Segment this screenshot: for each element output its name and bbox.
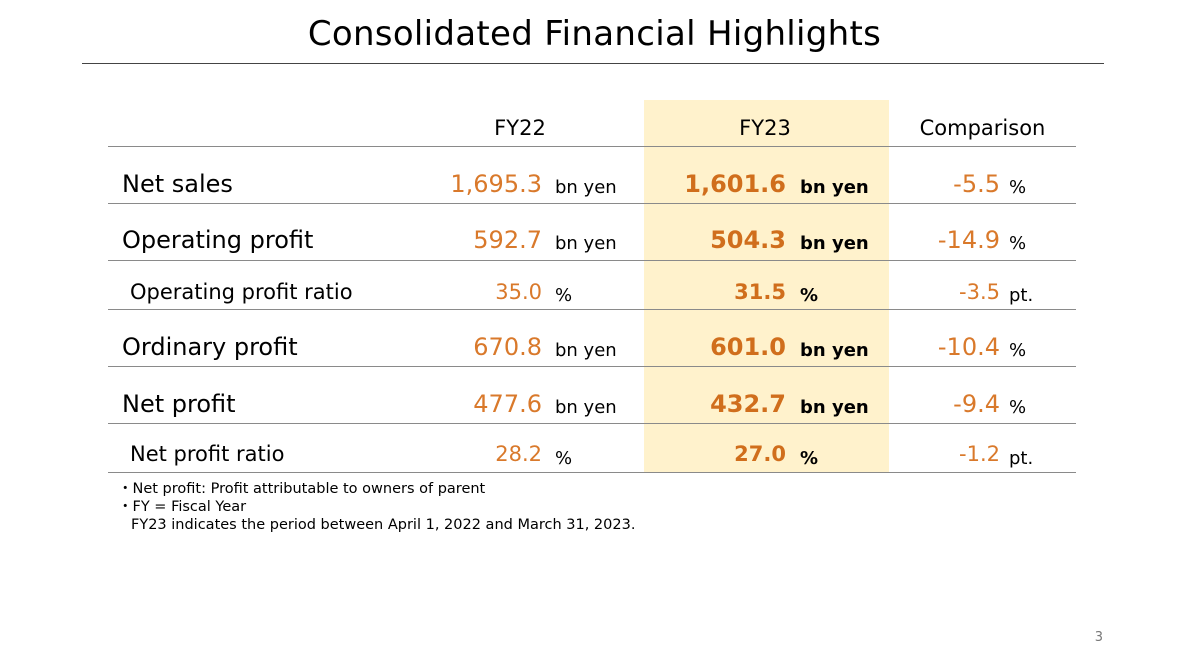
- fy23-value: 432.7: [710, 390, 786, 418]
- row-label: Operating profit: [122, 226, 314, 254]
- footnote: ・Net profit: Profit attributable to owne…: [118, 481, 486, 497]
- table-rule: [108, 423, 1076, 424]
- fy23-value: 31.5: [734, 280, 786, 304]
- fy23-unit: bn yen: [800, 233, 869, 254]
- comparison-value: -9.4: [953, 390, 1000, 418]
- footnotes: ・Net profit: Profit attributable to owne…: [118, 480, 635, 534]
- header-comparison: Comparison: [919, 116, 1046, 140]
- fy23-unit: bn yen: [800, 340, 869, 361]
- row-label: Operating profit ratio: [130, 280, 353, 304]
- table-rule: [108, 366, 1076, 367]
- fy23-unit: bn yen: [800, 397, 869, 418]
- fy23-value: 601.0: [710, 333, 786, 361]
- table-rule: [108, 260, 1076, 261]
- comparison-unit: %: [1009, 233, 1027, 254]
- fy23-column-highlight: [644, 100, 889, 472]
- footnote: FY23 indicates the period between April …: [131, 517, 636, 533]
- fy22-value: 592.7: [473, 226, 542, 254]
- comparison-value: -5.5: [953, 170, 1000, 198]
- fy23-unit: bn yen: [800, 177, 869, 198]
- title-divider: [82, 63, 1104, 64]
- fy22-unit: bn yen: [555, 233, 617, 254]
- comparison-unit: pt.: [1009, 285, 1034, 306]
- fy22-value: 1,695.3: [450, 170, 542, 198]
- comparison-unit: %: [1009, 397, 1027, 418]
- fy22-value: 477.6: [473, 390, 542, 418]
- header-fy22: FY22: [494, 116, 546, 140]
- fy22-value: 670.8: [473, 333, 542, 361]
- comparison-value: -10.4: [937, 333, 1000, 361]
- row-label: Ordinary profit: [122, 333, 298, 361]
- comparison-unit: %: [1009, 177, 1027, 198]
- comparison-value: -14.9: [937, 226, 1000, 254]
- row-label: Net profit: [122, 390, 236, 418]
- table-rule: [108, 309, 1076, 310]
- table-rule: [108, 472, 1076, 473]
- fy22-unit: %: [555, 285, 573, 306]
- fy23-value: 27.0: [734, 442, 786, 466]
- fy23-value: 1,601.6: [684, 170, 786, 198]
- comparison-value: -1.2: [959, 442, 1000, 466]
- fy22-value: 35.0: [495, 280, 542, 304]
- comparison-unit: pt.: [1009, 448, 1034, 469]
- fy22-unit: bn yen: [555, 177, 617, 198]
- fy23-unit: %: [800, 448, 819, 469]
- header-fy23: FY23: [739, 116, 791, 140]
- fy23-value: 504.3: [710, 226, 786, 254]
- fy23-unit: %: [800, 285, 819, 306]
- page-title: Consolidated Financial Highlights: [307, 14, 882, 54]
- footnote: ・FY = Fiscal Year: [118, 499, 247, 515]
- table-rule: [108, 203, 1076, 204]
- row-label: Net sales: [122, 170, 233, 198]
- comparison-unit: %: [1009, 340, 1027, 361]
- row-label: Net profit ratio: [130, 442, 285, 466]
- fy22-value: 28.2: [495, 442, 542, 466]
- fy22-unit: bn yen: [555, 397, 617, 418]
- page-number: 3: [1094, 630, 1103, 645]
- fy22-unit: %: [555, 448, 573, 469]
- table-rule: [108, 146, 1076, 147]
- comparison-value: -3.5: [959, 280, 1000, 304]
- fy22-unit: bn yen: [555, 340, 617, 361]
